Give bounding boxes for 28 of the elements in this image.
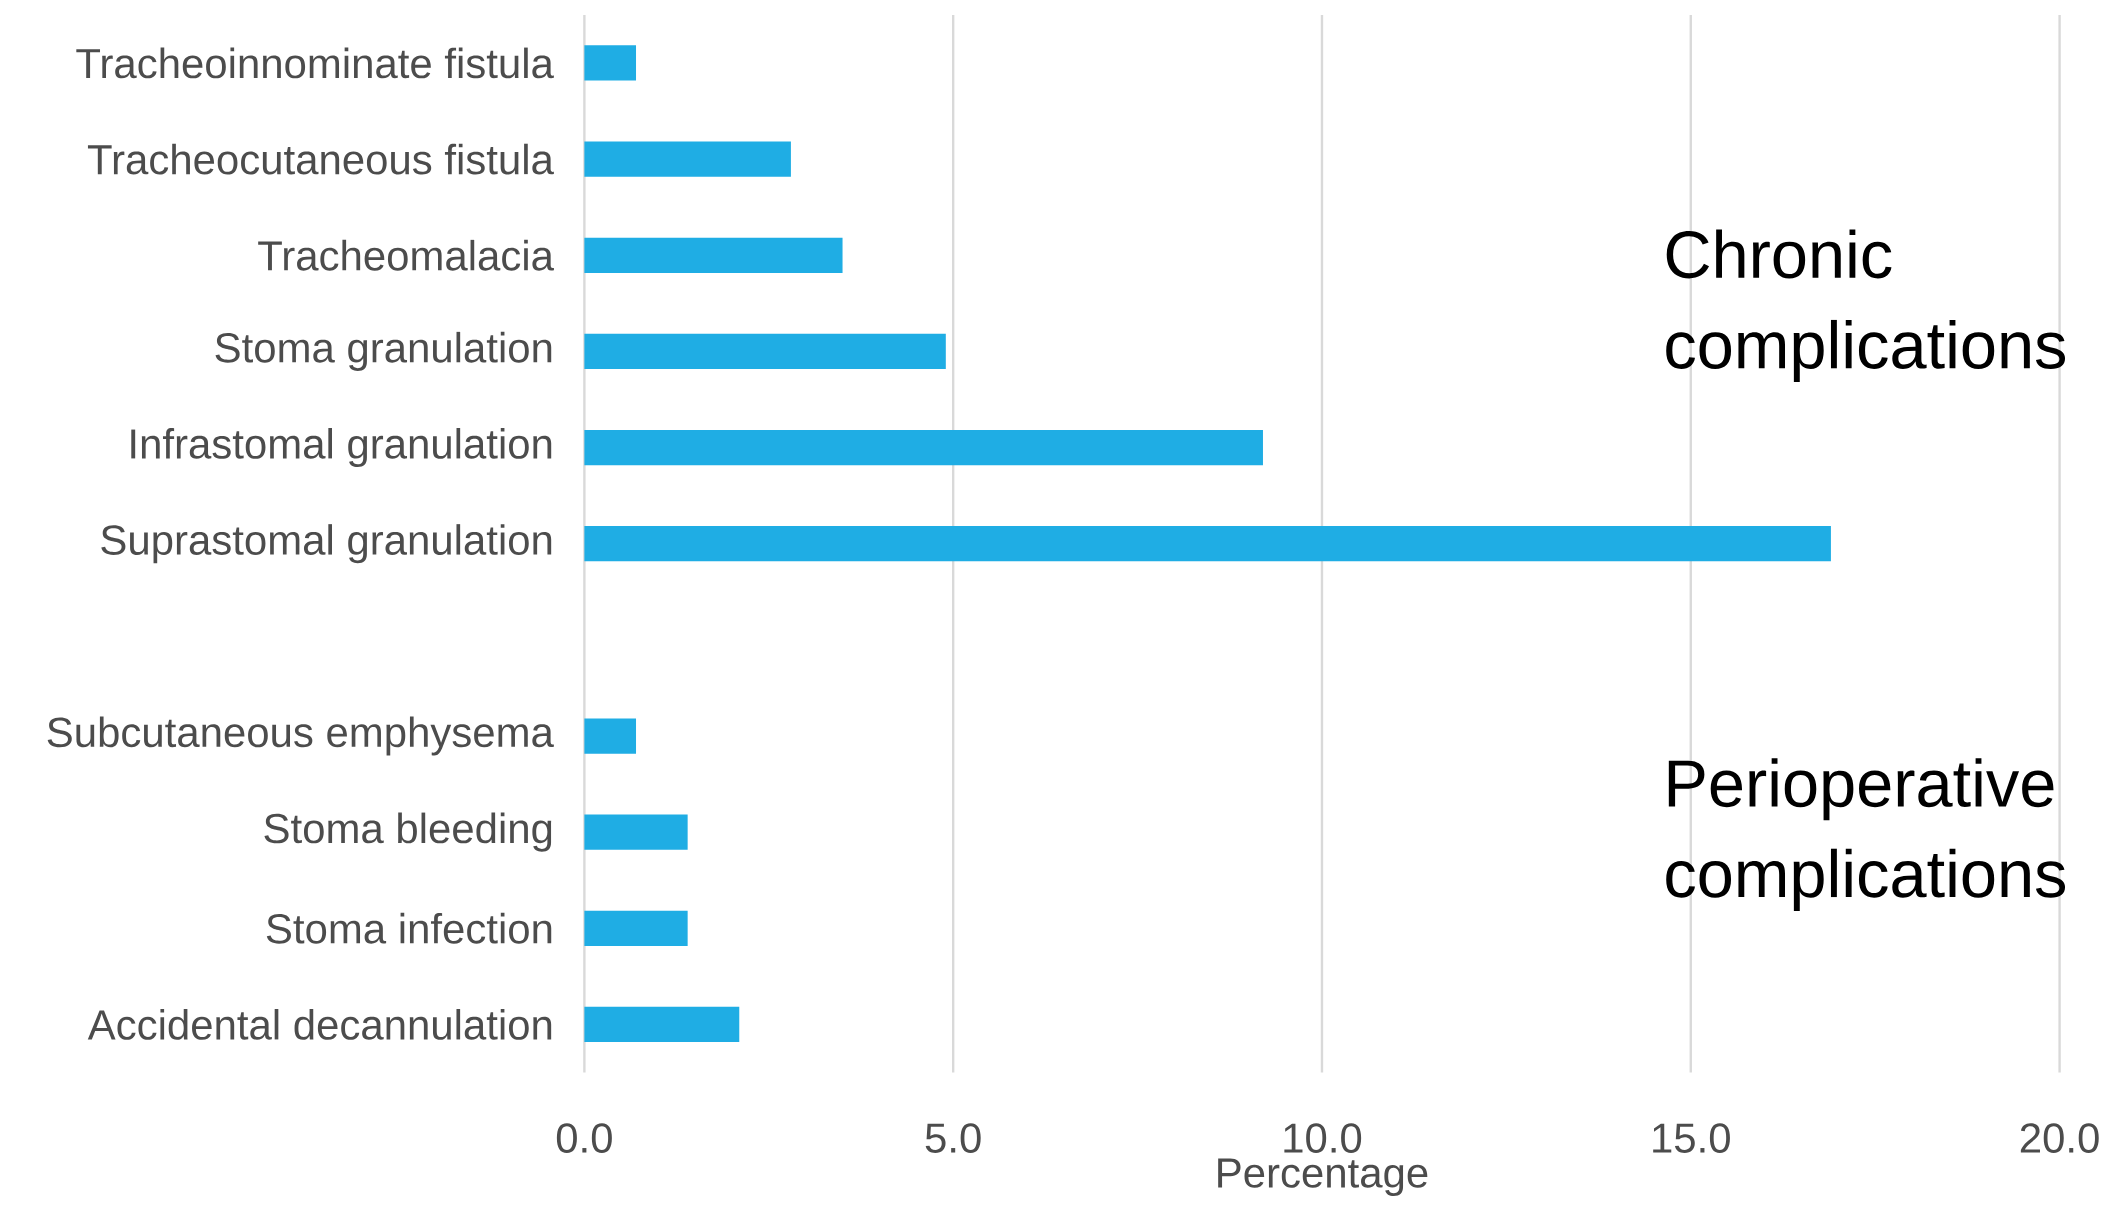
bar (584, 45, 637, 81)
x-tick-label: 15.0 (1653, 1123, 1730, 1153)
annotation: Perioperative complications (1666, 757, 2066, 911)
y-tick-label: Tracheocutaneous fistula (87, 143, 554, 175)
bar (584, 237, 843, 273)
annotation: Chronic complications (1666, 229, 2066, 382)
y-tick-label: Infrastomal granulation (131, 427, 552, 467)
x-tick-label: 20.0 (2020, 1123, 2099, 1153)
bar (584, 333, 946, 369)
bar (584, 718, 637, 754)
bar (584, 814, 688, 850)
bar (584, 1006, 740, 1042)
bar (584, 525, 1831, 562)
x-tick-label: 0.0 (556, 1123, 612, 1153)
y-tick-label: Tracheomalacia (258, 239, 554, 271)
y-tick-label: Subcutaneous emphysema (47, 716, 554, 756)
y-tick-label: Accidental decannulation (87, 1008, 552, 1040)
bar (584, 429, 1263, 465)
y-tick-label: Stoma infection (266, 912, 552, 944)
y-tick-label: Stoma bleeding (264, 812, 552, 852)
y-tick-label: Tracheoinnominate fistula (76, 47, 554, 79)
y-tick-label: Suprastomal granulation (101, 523, 552, 564)
x-axis-title: Percentage (1218, 1158, 1428, 1196)
x-tick-label: 5.0 (925, 1123, 981, 1153)
bar (584, 141, 791, 177)
bar (584, 910, 688, 946)
x-tick-label: 10.0 (1284, 1123, 1362, 1153)
y-tick-label: Stoma granulation (215, 331, 552, 371)
